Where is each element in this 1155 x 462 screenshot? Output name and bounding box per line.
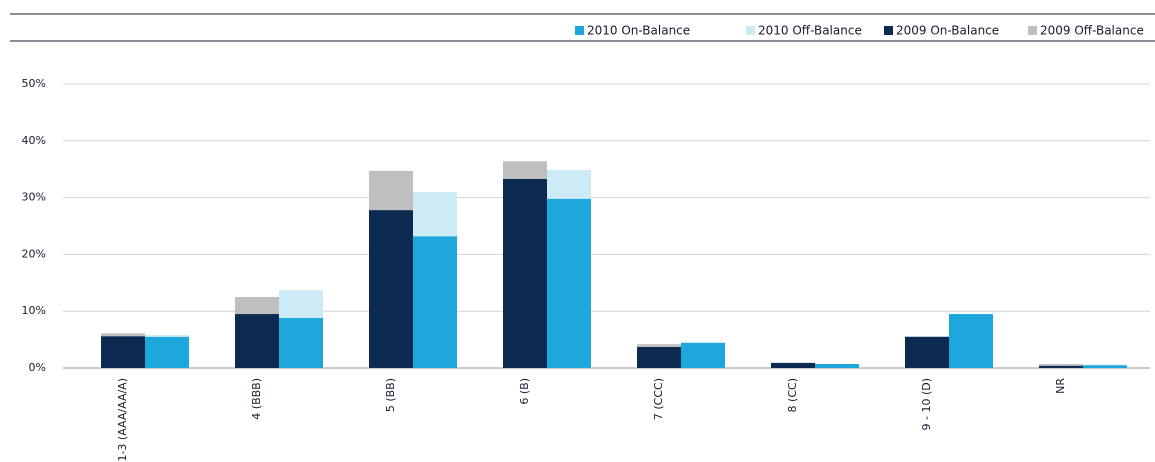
- bar: [145, 336, 189, 368]
- bar: [905, 336, 949, 368]
- bar: [369, 210, 413, 368]
- y-tick-label: 0%: [29, 361, 46, 374]
- bar: [503, 161, 547, 179]
- bar: [771, 362, 815, 368]
- y-tick-label: 10%: [22, 304, 46, 317]
- legend-label: 2010 Off-Balance: [758, 24, 862, 38]
- y-tick-label: 50%: [22, 77, 46, 90]
- bar: [681, 341, 725, 344]
- bar: [1083, 365, 1127, 368]
- x-tick-label: 7 (CCC): [652, 378, 665, 420]
- bar: [279, 318, 323, 368]
- bar: [413, 191, 457, 237]
- legend-swatch: [746, 26, 755, 35]
- bar: [547, 198, 591, 368]
- bar: [279, 290, 323, 319]
- legend-label: 2009 Off-Balance: [1040, 24, 1144, 38]
- bar: [413, 236, 457, 368]
- bar: [235, 297, 279, 315]
- legend-label: 2009 On-Balance: [896, 24, 999, 38]
- bar: [101, 333, 145, 337]
- bar: [145, 335, 189, 337]
- bar: [503, 178, 547, 368]
- bar: [681, 343, 725, 368]
- y-tick-label: 30%: [22, 191, 46, 204]
- x-tick-label: 6 (B): [518, 378, 531, 405]
- legend-swatch: [1028, 26, 1037, 35]
- y-tick-label: 40%: [22, 134, 46, 147]
- x-tick-label: 8 (CC): [786, 378, 799, 412]
- bar: [1039, 365, 1083, 368]
- bar: [1039, 364, 1083, 366]
- bar: [1083, 364, 1127, 366]
- y-tick-label: 20%: [22, 247, 46, 260]
- bar: [101, 336, 145, 368]
- x-tick-label: 9 - 10 (D): [920, 378, 933, 431]
- bar: [235, 314, 279, 368]
- legend: 2010 On-Balance 2010 Off-Balance 2009 On-B…: [575, 24, 1144, 38]
- legend-label: 2010 On-Balance: [587, 24, 690, 38]
- x-tick-label: NR: [1054, 378, 1067, 394]
- x-tick-label: 5 (BB): [384, 378, 397, 412]
- bar: [815, 364, 859, 368]
- bar: [637, 344, 681, 347]
- bar: [637, 346, 681, 368]
- x-tick-label: 1-3 (AAA/AA/A): [116, 378, 129, 462]
- x-tick-label: 4 (BBB): [250, 378, 263, 420]
- bar: [949, 314, 993, 368]
- legend-swatch: [575, 26, 584, 35]
- bar: [369, 170, 413, 211]
- legend-swatch: [884, 26, 893, 35]
- bar: [547, 169, 591, 199]
